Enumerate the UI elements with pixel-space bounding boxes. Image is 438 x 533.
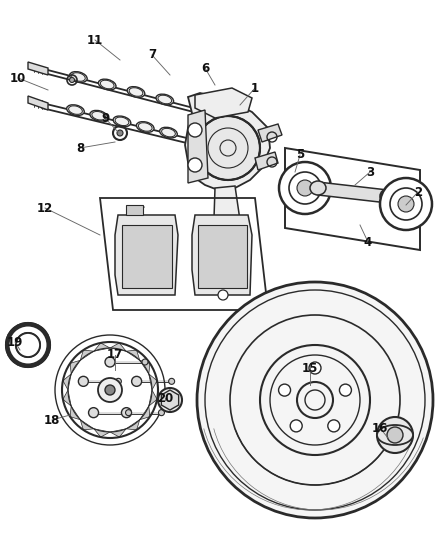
Circle shape: [8, 325, 48, 365]
Circle shape: [105, 357, 115, 367]
Polygon shape: [195, 88, 252, 118]
Text: 6: 6: [201, 61, 209, 75]
Polygon shape: [285, 148, 420, 250]
Circle shape: [377, 417, 413, 453]
Ellipse shape: [90, 110, 108, 121]
Circle shape: [142, 359, 148, 365]
Circle shape: [398, 196, 414, 212]
Text: 16: 16: [372, 422, 388, 434]
Polygon shape: [140, 360, 150, 374]
Circle shape: [70, 77, 74, 83]
Polygon shape: [70, 360, 80, 374]
Text: 12: 12: [37, 201, 53, 214]
Polygon shape: [94, 343, 110, 351]
Ellipse shape: [127, 87, 145, 98]
Text: 4: 4: [364, 236, 372, 248]
Circle shape: [16, 333, 40, 357]
Text: 9: 9: [101, 111, 109, 125]
Circle shape: [121, 408, 131, 418]
Polygon shape: [140, 406, 150, 419]
Polygon shape: [80, 350, 94, 360]
Circle shape: [78, 376, 88, 386]
Text: 17: 17: [107, 349, 123, 361]
Ellipse shape: [310, 181, 326, 195]
Text: 8: 8: [76, 141, 84, 155]
Polygon shape: [161, 390, 179, 410]
Circle shape: [380, 178, 432, 230]
Circle shape: [279, 162, 331, 214]
Circle shape: [290, 420, 302, 432]
Text: 2: 2: [414, 185, 422, 198]
Polygon shape: [63, 374, 71, 390]
Circle shape: [115, 378, 121, 384]
Polygon shape: [28, 96, 48, 110]
Polygon shape: [126, 350, 140, 360]
Ellipse shape: [113, 116, 131, 127]
Polygon shape: [198, 225, 247, 288]
Circle shape: [132, 376, 141, 386]
Circle shape: [88, 408, 99, 418]
Ellipse shape: [156, 94, 173, 105]
Polygon shape: [255, 152, 278, 170]
Circle shape: [6, 323, 50, 367]
Circle shape: [105, 385, 115, 395]
Text: 20: 20: [157, 392, 173, 405]
Circle shape: [196, 116, 260, 180]
Polygon shape: [115, 215, 178, 295]
Polygon shape: [192, 215, 252, 295]
Circle shape: [387, 427, 403, 443]
Circle shape: [218, 290, 228, 300]
Text: 3: 3: [366, 166, 374, 179]
Text: 15: 15: [302, 361, 318, 375]
Polygon shape: [149, 374, 157, 390]
Polygon shape: [126, 419, 140, 430]
Polygon shape: [185, 93, 270, 190]
Polygon shape: [110, 429, 126, 437]
Polygon shape: [80, 419, 94, 430]
Ellipse shape: [99, 79, 116, 90]
Circle shape: [328, 420, 340, 432]
Polygon shape: [149, 390, 157, 406]
Circle shape: [98, 378, 122, 402]
Polygon shape: [258, 124, 282, 142]
Circle shape: [279, 384, 290, 396]
Circle shape: [158, 388, 182, 412]
Polygon shape: [28, 62, 48, 75]
Ellipse shape: [380, 189, 396, 203]
Polygon shape: [212, 186, 248, 280]
Circle shape: [169, 378, 175, 384]
Text: 11: 11: [87, 34, 103, 46]
Polygon shape: [110, 343, 126, 351]
Text: 7: 7: [148, 49, 156, 61]
Circle shape: [309, 362, 321, 374]
Text: 19: 19: [7, 335, 23, 349]
Circle shape: [188, 158, 202, 172]
Ellipse shape: [70, 71, 87, 83]
Polygon shape: [318, 182, 388, 203]
Ellipse shape: [160, 127, 177, 138]
Text: 10: 10: [10, 71, 26, 85]
Circle shape: [197, 282, 433, 518]
Circle shape: [117, 130, 123, 136]
Polygon shape: [126, 205, 143, 215]
Text: 18: 18: [44, 414, 60, 426]
Circle shape: [297, 180, 313, 196]
Ellipse shape: [136, 122, 154, 132]
Ellipse shape: [67, 105, 84, 116]
Ellipse shape: [377, 425, 413, 445]
Polygon shape: [122, 225, 172, 288]
Circle shape: [164, 394, 176, 406]
Polygon shape: [63, 390, 71, 406]
Polygon shape: [70, 406, 80, 419]
Circle shape: [159, 410, 164, 416]
Text: 5: 5: [296, 149, 304, 161]
Circle shape: [188, 123, 202, 137]
Polygon shape: [188, 110, 208, 183]
Circle shape: [339, 384, 351, 396]
Polygon shape: [94, 429, 110, 437]
Text: 1: 1: [251, 82, 259, 94]
Circle shape: [126, 410, 131, 416]
